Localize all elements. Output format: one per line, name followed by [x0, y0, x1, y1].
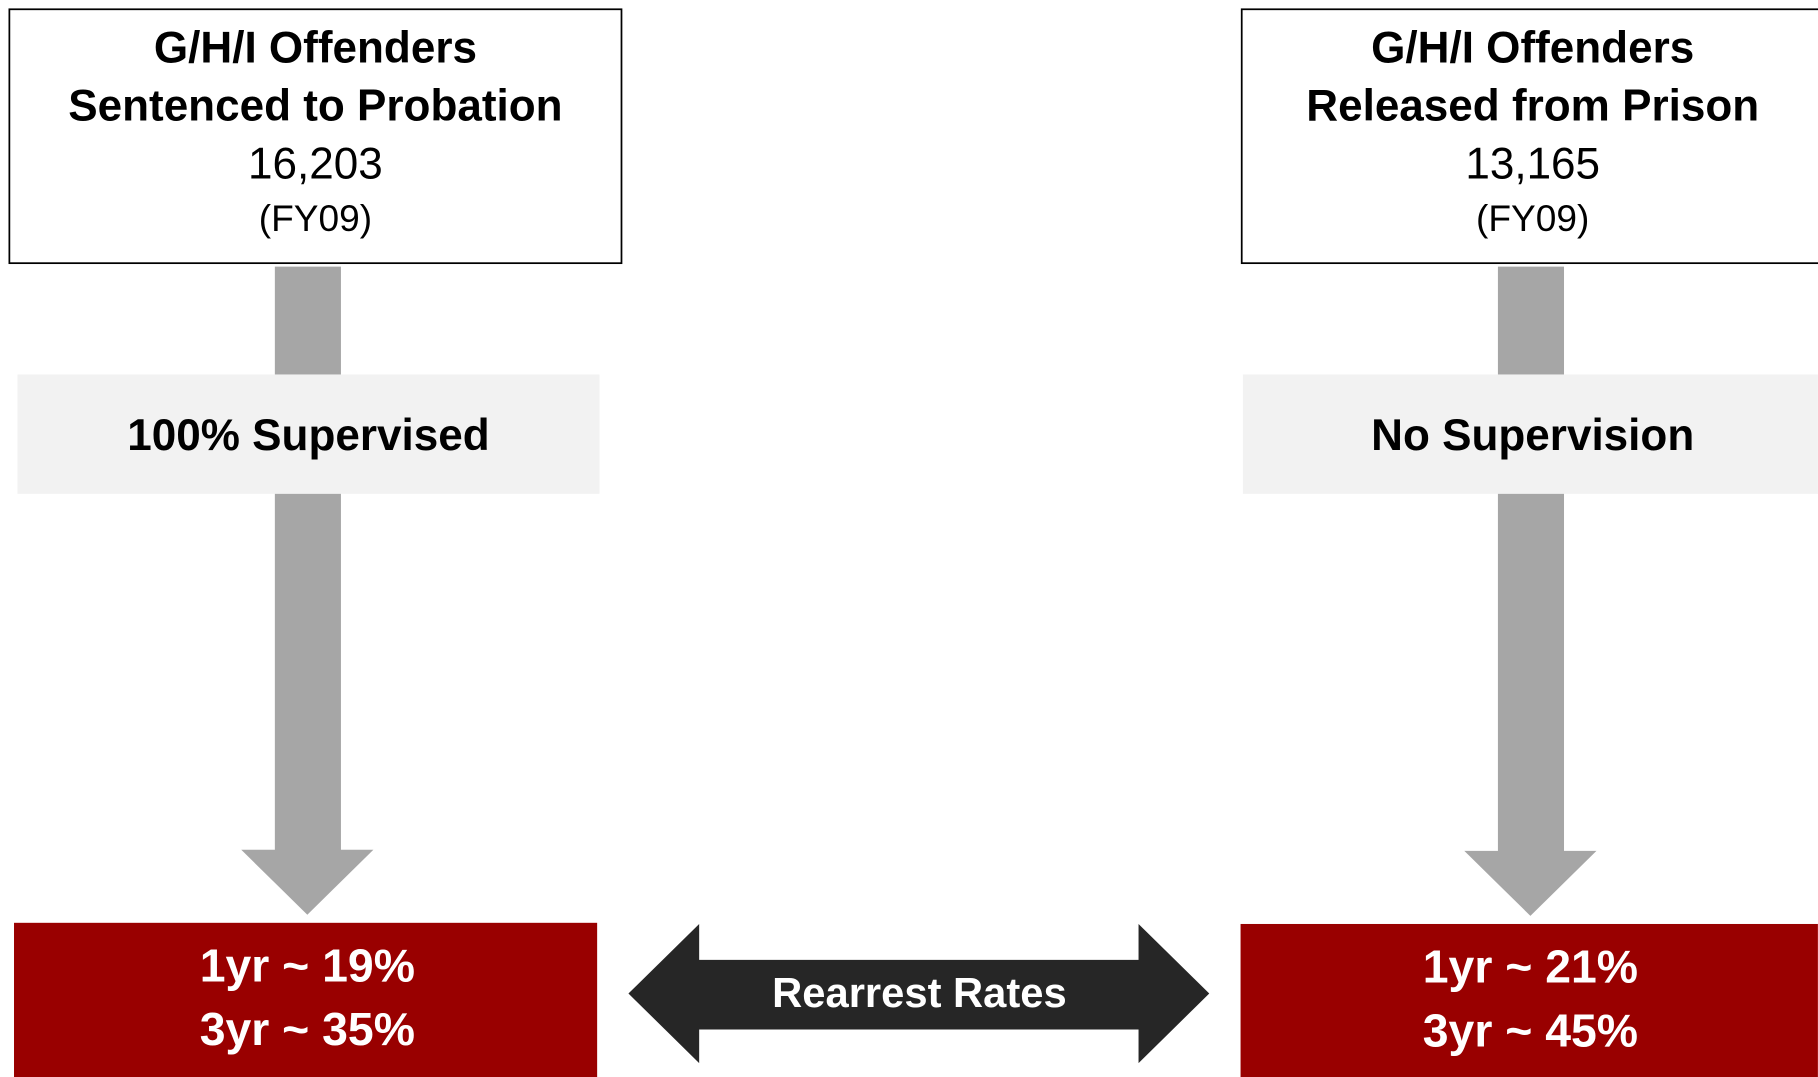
- rate: 1yr ~ 21%: [1423, 941, 1638, 993]
- rate: 1yr ~ 19%: [200, 939, 415, 991]
- box-title: G/H/I Offenders: [1371, 24, 1694, 73]
- count: 16,203: [248, 140, 383, 189]
- rates-box: [14, 922, 598, 1077]
- rate: 3yr ~ 45%: [1423, 1004, 1638, 1056]
- source-box: [8, 8, 623, 265]
- box-title: G/H/I Offenders: [154, 24, 477, 73]
- flow-arrow: [241, 266, 374, 915]
- supervision-box: [1242, 374, 1818, 494]
- source-box: [1240, 8, 1818, 265]
- flow-arrow: [1464, 266, 1597, 916]
- period: (FY09): [1476, 197, 1589, 239]
- rate: 3yr ~ 35%: [200, 1003, 415, 1055]
- supervision-box: [17, 374, 600, 494]
- comparison-label: Rearrest Rates: [772, 969, 1067, 1016]
- rates-box: [1240, 923, 1818, 1077]
- box-title: Sentenced to Probation: [68, 82, 562, 131]
- comparison-arrow: [628, 923, 1210, 1064]
- period: (FY09): [259, 197, 372, 239]
- count: 13,165: [1465, 140, 1600, 189]
- supervision-label: 100% Supervised: [127, 411, 489, 460]
- supervision-label: No Supervision: [1371, 411, 1694, 460]
- box-title: Released from Prison: [1306, 82, 1759, 131]
